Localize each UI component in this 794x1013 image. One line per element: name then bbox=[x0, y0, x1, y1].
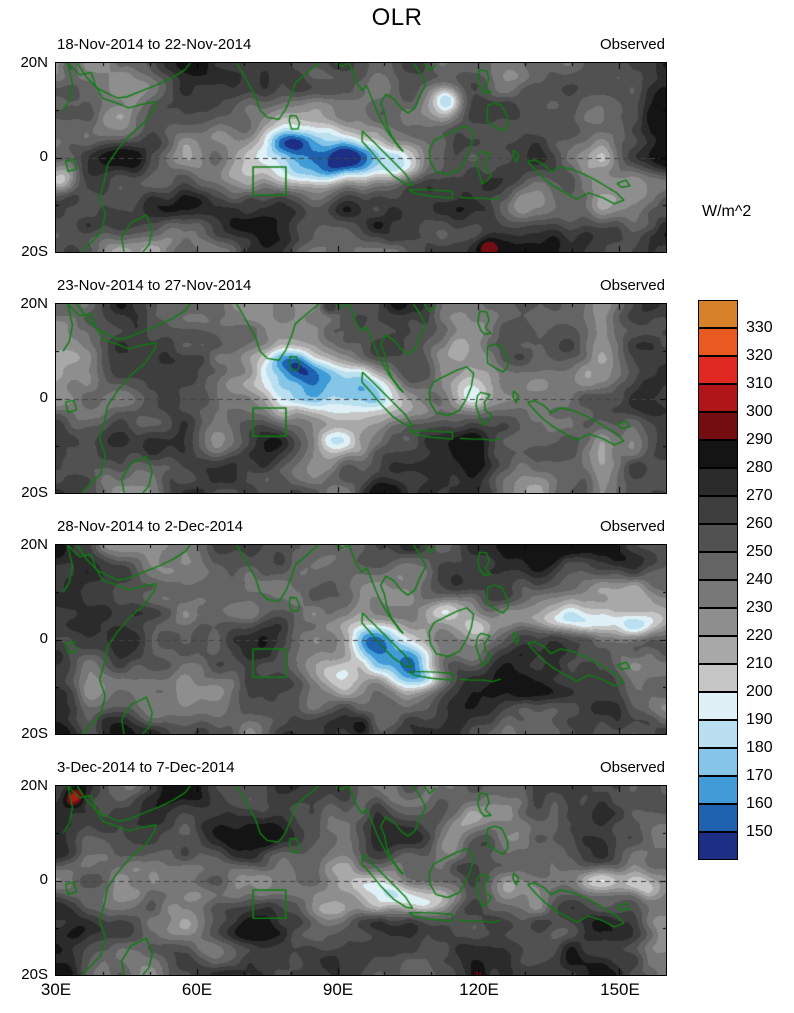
colorbar-box bbox=[698, 384, 738, 412]
lat-tick-label-20n: 20N bbox=[20, 777, 48, 794]
panel-4-observed-label: Observed bbox=[599, 759, 665, 776]
colorbar-tick-label: 270 bbox=[746, 487, 773, 504]
colorbar-tick-label: 300 bbox=[746, 403, 773, 420]
colorbar-tick-label: 250 bbox=[746, 543, 773, 560]
olr-map-canvas bbox=[56, 786, 666, 975]
lon-tick-label-150e: 150E bbox=[600, 980, 640, 999]
lat-tick-label-20s: 20S bbox=[21, 966, 48, 983]
lat-tick-label-0: 0 bbox=[39, 871, 48, 888]
panel-1: 18-Nov-2014 to 22-Nov-2014 Observed 20N … bbox=[0, 36, 680, 274]
lon-tick-label-30e: 30E bbox=[40, 980, 72, 999]
lat-tick-label-20n: 20N bbox=[20, 295, 48, 312]
colorbar-tick-label: 200 bbox=[746, 683, 773, 700]
colorbar-box bbox=[698, 440, 738, 468]
colorbar-box bbox=[698, 720, 738, 748]
panel-1-observed-label: Observed bbox=[599, 36, 665, 53]
colorbar-tick-label: 280 bbox=[746, 459, 773, 476]
lat-tick-label-20s: 20S bbox=[21, 725, 48, 742]
chart-title: OLR bbox=[371, 4, 423, 31]
colorbar-box bbox=[698, 748, 738, 776]
colorbar-tick-label: 190 bbox=[746, 711, 773, 728]
olr-map-canvas bbox=[56, 63, 666, 252]
lon-tick-label-90e: 90E bbox=[322, 980, 354, 999]
colorbar-box bbox=[698, 496, 738, 524]
colorbar bbox=[698, 300, 738, 860]
lat-tick-label-20n: 20N bbox=[20, 54, 48, 71]
colorbar-box bbox=[698, 524, 738, 552]
olr-map-canvas bbox=[56, 304, 666, 493]
colorbar-tick-label: 170 bbox=[746, 767, 773, 784]
colorbar-box bbox=[698, 412, 738, 440]
panel-3-observed-label: Observed bbox=[599, 518, 665, 535]
panel-1-date-range: 18-Nov-2014 to 22-Nov-2014 bbox=[57, 36, 252, 53]
colorbar-box bbox=[698, 300, 738, 328]
colorbar-units-label: W/m^2 bbox=[702, 203, 752, 220]
colorbar-box bbox=[698, 608, 738, 636]
colorbar-tick-label: 290 bbox=[746, 431, 773, 448]
colorbar-box bbox=[698, 636, 738, 664]
panel-2-date-range: 23-Nov-2014 to 27-Nov-2014 bbox=[57, 277, 252, 294]
colorbar-box bbox=[698, 580, 738, 608]
colorbar-box bbox=[698, 468, 738, 496]
colorbar-tick-label: 310 bbox=[746, 375, 773, 392]
colorbar-box bbox=[698, 692, 738, 720]
panel-4-date-range: 3-Dec-2014 to 7-Dec-2014 bbox=[57, 759, 235, 776]
colorbar-tick-label: 240 bbox=[746, 571, 773, 588]
panel-2-observed-label: Observed bbox=[599, 277, 665, 294]
colorbar-tick-label: 330 bbox=[746, 319, 773, 336]
colorbar-tick-label: 260 bbox=[746, 515, 773, 532]
lat-tick-label-0: 0 bbox=[39, 389, 48, 406]
colorbar-tick-label: 220 bbox=[746, 627, 773, 644]
lon-tick-label-120e: 120E bbox=[459, 980, 499, 999]
colorbar-tick-label: 160 bbox=[746, 795, 773, 812]
map-frame bbox=[55, 544, 667, 735]
lat-tick-label-0: 0 bbox=[39, 148, 48, 165]
map-frame bbox=[55, 62, 667, 253]
colorbar-box bbox=[698, 552, 738, 580]
panel-3-date-range: 28-Nov-2014 to 2-Dec-2014 bbox=[57, 518, 243, 535]
map-frame bbox=[55, 785, 667, 976]
panel-3: 28-Nov-2014 to 2-Dec-2014 Observed 20N 0… bbox=[0, 518, 680, 756]
lon-tick-label-60e: 60E bbox=[181, 980, 213, 999]
colorbar-tick-label: 320 bbox=[746, 347, 773, 364]
colorbar-tick-label: 180 bbox=[746, 739, 773, 756]
lat-tick-label-20s: 20S bbox=[21, 243, 48, 260]
lat-tick-label-0: 0 bbox=[39, 630, 48, 647]
colorbar-box bbox=[698, 664, 738, 692]
colorbar-tick-label: 150 bbox=[746, 823, 773, 840]
colorbar-box bbox=[698, 832, 738, 860]
colorbar-box bbox=[698, 804, 738, 832]
panel-4: 3-Dec-2014 to 7-Dec-2014 Observed 20N 0 … bbox=[0, 759, 680, 997]
olr-map-canvas bbox=[56, 545, 666, 734]
lat-tick-label-20n: 20N bbox=[20, 536, 48, 553]
map-frame bbox=[55, 303, 667, 494]
colorbar-box bbox=[698, 356, 738, 384]
colorbar-box bbox=[698, 776, 738, 804]
colorbar-tick-label: 230 bbox=[746, 599, 773, 616]
colorbar-tick-label: 210 bbox=[746, 655, 773, 672]
panel-2: 23-Nov-2014 to 27-Nov-2014 Observed 20N … bbox=[0, 277, 680, 515]
colorbar-box bbox=[698, 328, 738, 356]
lat-tick-label-20s: 20S bbox=[21, 484, 48, 501]
